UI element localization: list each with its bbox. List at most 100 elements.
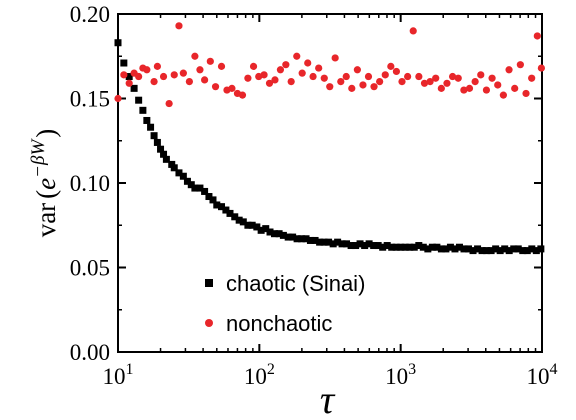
data-point-square <box>379 243 387 251</box>
data-point-square <box>270 230 278 238</box>
data-point-circle <box>114 94 122 103</box>
data-point-circle <box>185 78 193 86</box>
y-axis-title-exponent: −βW <box>28 138 49 178</box>
data-point-square <box>437 245 445 253</box>
data-point-circle <box>488 74 496 82</box>
data-point-square <box>356 240 364 248</box>
data-point-circle <box>271 76 279 84</box>
plot-frame <box>117 13 543 353</box>
data-point-square <box>329 240 337 248</box>
data-point-square <box>150 132 158 140</box>
data-point-square <box>160 150 168 158</box>
data-point-square <box>528 245 536 253</box>
data-point-circle <box>494 81 502 89</box>
data-point-circle <box>298 69 306 77</box>
data-point-circle <box>460 86 468 94</box>
data-point-square <box>162 155 170 163</box>
y-axis-title-base: e <box>31 178 61 190</box>
data-point-circle <box>528 74 536 82</box>
data-point-square <box>114 39 122 47</box>
data-point-circle <box>511 84 519 92</box>
data-point-circle <box>533 32 541 40</box>
data-point-circle <box>392 67 401 76</box>
x-tick-label: 103 <box>385 361 416 389</box>
data-point-square <box>352 242 360 250</box>
data-point-square <box>365 240 373 248</box>
data-point-circle <box>505 66 513 74</box>
y-tick-label: 0.10 <box>70 171 110 196</box>
data-point-circle <box>398 78 406 86</box>
data-point-square <box>231 213 239 221</box>
data-point-square <box>415 242 423 250</box>
data-point-circle <box>309 72 317 81</box>
data-point-square <box>392 243 400 251</box>
data-point-circle <box>265 79 274 87</box>
data-point-circle <box>304 59 312 67</box>
data-point-circle <box>448 72 457 81</box>
data-point-circle <box>125 79 133 87</box>
x-tick-label: 104 <box>527 361 558 389</box>
data-point-circle <box>370 83 378 91</box>
data-point-circle <box>238 91 247 99</box>
data-point-square <box>170 164 178 172</box>
data-point-square <box>343 240 351 248</box>
data-point-circle <box>315 64 323 72</box>
data-point-circle <box>150 78 158 86</box>
data-marks <box>114 22 545 255</box>
data-point-square <box>388 243 396 251</box>
data-point-square <box>311 236 319 244</box>
series-nonchaotic <box>114 22 545 108</box>
data-point-circle <box>387 62 395 70</box>
legend-marker-chaotic <box>205 279 213 287</box>
data-point-square <box>320 238 328 246</box>
data-point-square <box>226 209 234 217</box>
x-tick-label: 102 <box>244 361 275 389</box>
data-point-circle <box>337 78 345 86</box>
data-point-circle <box>477 71 485 79</box>
data-point-square <box>120 59 128 67</box>
data-point-square <box>374 242 382 250</box>
data-point-circle <box>282 61 290 69</box>
data-point-square <box>428 243 436 251</box>
data-point-square <box>213 201 221 209</box>
data-point-square <box>460 245 468 253</box>
data-point-square <box>209 196 217 204</box>
data-point-square <box>483 247 491 255</box>
data-point-circle <box>179 69 187 77</box>
legend-marker-nonchaotic <box>205 319 213 327</box>
data-point-circle <box>249 62 258 70</box>
data-point-square <box>442 245 450 253</box>
data-point-square <box>487 247 495 255</box>
legend: chaotic (Sinai) nonchaotic <box>205 271 365 336</box>
data-point-circle <box>175 22 183 30</box>
data-point-square <box>492 245 500 253</box>
data-point-circle <box>228 84 236 92</box>
data-point-square <box>222 206 230 214</box>
data-point-circle <box>415 72 423 81</box>
axis-ticks: 0.00 0.05 0.10 0.15 0.20 101 102 103 104 <box>70 2 558 389</box>
y-axis-title: var (e−βW) <box>28 129 61 238</box>
data-point-circle <box>443 79 451 87</box>
data-point-circle <box>326 83 334 91</box>
data-point-square <box>125 73 133 81</box>
data-point-circle <box>260 71 268 79</box>
data-point-circle <box>537 64 545 72</box>
data-point-square <box>130 84 138 92</box>
data-point-square <box>451 245 459 253</box>
y-axis-title-prefix: var <box>31 203 61 237</box>
data-point-square <box>153 138 161 146</box>
data-point-circle <box>143 66 151 74</box>
data-point-square <box>325 238 333 246</box>
data-point-square <box>253 223 261 231</box>
data-point-circle <box>320 74 328 82</box>
data-point-square <box>196 184 204 192</box>
y-tick-label: 0.20 <box>70 2 110 27</box>
data-point-square <box>266 228 274 236</box>
data-point-circle <box>201 76 209 84</box>
data-point-square <box>306 236 314 244</box>
data-point-square <box>361 242 369 250</box>
data-point-circle <box>432 74 440 82</box>
data-point-square <box>157 145 165 153</box>
data-point-circle <box>153 62 161 70</box>
